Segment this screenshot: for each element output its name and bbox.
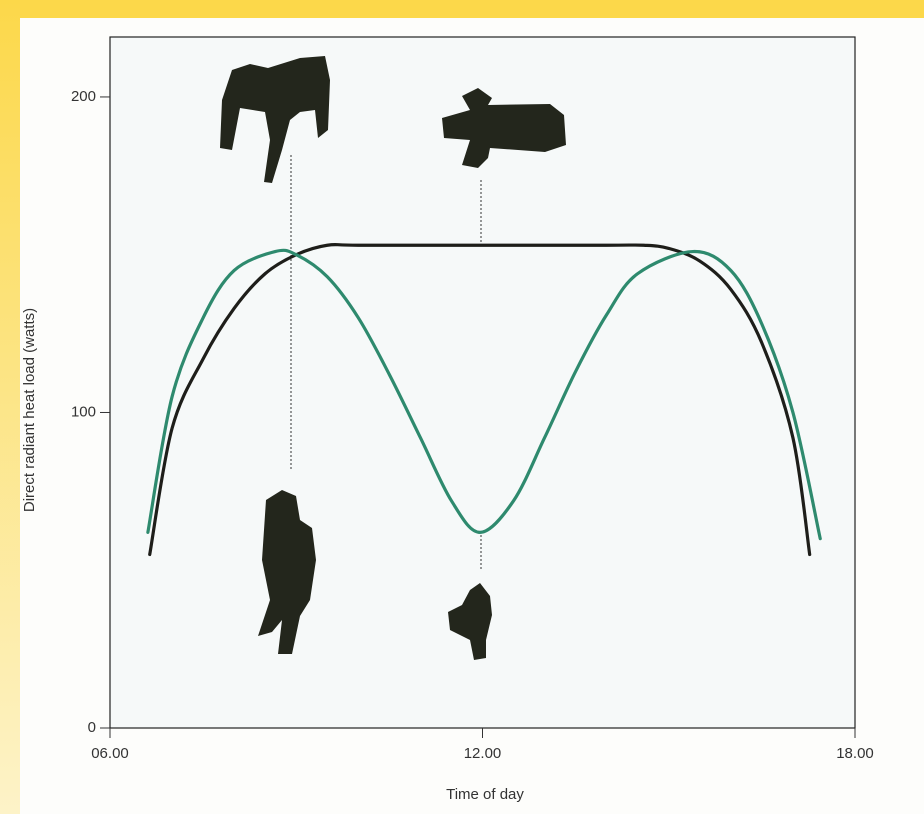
y-tick-label: 200 — [71, 88, 96, 105]
left-border — [0, 0, 20, 814]
x-axis-label: Time of day — [446, 786, 524, 803]
y-tick-label: 100 — [71, 403, 96, 420]
y-tick-label: 0 — [88, 719, 96, 736]
x-tick-label: 12.00 — [464, 745, 502, 762]
top-border — [0, 0, 924, 18]
x-tick-label: 06.00 — [91, 745, 129, 762]
x-tick-label: 18.00 — [836, 745, 874, 762]
y-axis-label: Direct radiant heat load (watts) — [21, 308, 38, 512]
chart: Direct radiant heat load (watts) Time of… — [0, 0, 924, 814]
